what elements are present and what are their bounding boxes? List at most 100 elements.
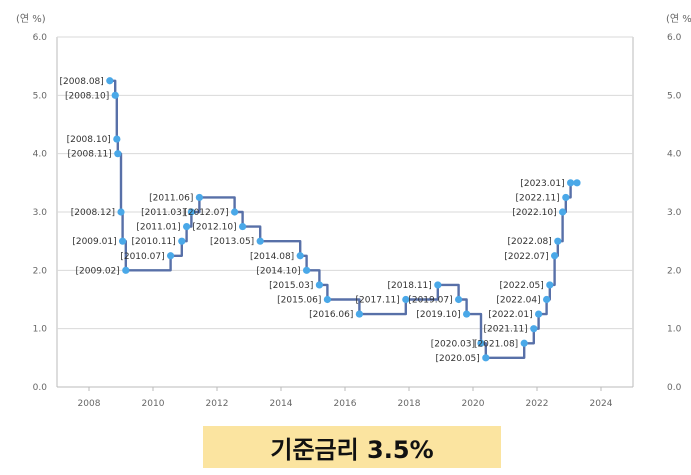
data-label: [2015.03] [269, 281, 313, 291]
y-axis-ticks-right: 0.0 1.0 2.0 3.0 4.0 5.0 6.0 [667, 33, 682, 393]
x-tick-label: 2020 [462, 399, 485, 409]
data-labels: [2008.08] [2008.10] [2008.10] [2008.11] [200… [60, 77, 565, 364]
data-points [106, 77, 581, 362]
y-axis-unit-label-right: (연 %) [666, 13, 691, 25]
data-point [256, 237, 264, 245]
rate-step-line [109, 79, 577, 359]
data-label: [2022.08] [508, 237, 552, 247]
data-point [117, 208, 125, 216]
data-point [463, 310, 471, 318]
data-label: [2008.08] [60, 77, 104, 87]
data-point [239, 222, 247, 231]
y-tick-label-right: 1.0 [667, 325, 682, 335]
data-label: [2009.01] [72, 237, 116, 247]
data-point [315, 281, 323, 289]
data-label: [2014.08] [250, 252, 294, 262]
data-point [303, 266, 311, 274]
data-label: [2022.07] [504, 252, 548, 262]
data-point [187, 208, 195, 216]
data-point [455, 295, 463, 304]
data-point [195, 193, 203, 202]
data-label: [2014.10] [256, 266, 300, 276]
data-point [323, 295, 331, 304]
data-label: [2015.06] [277, 296, 321, 306]
data-point [119, 237, 127, 245]
y-tick-label-right: 0.0 [667, 383, 682, 393]
data-point [122, 266, 130, 274]
data-label: [2022.11] [516, 193, 560, 203]
data-point [106, 77, 114, 85]
data-label: [2022.04] [496, 296, 540, 306]
data-label: [2019.10] [416, 310, 460, 320]
data-label: [2010.11] [132, 237, 176, 247]
data-label: [2019.07] [408, 296, 452, 306]
data-label: [2022.10] [512, 208, 556, 218]
data-point [402, 295, 410, 304]
data-point [113, 135, 121, 143]
data-label: [2008.10] [65, 91, 109, 101]
data-label: [2021.11] [484, 325, 528, 335]
data-point [530, 325, 538, 333]
y-tick-label: 5.0 [33, 91, 48, 101]
x-tick-label: 2022 [526, 399, 549, 409]
data-point [231, 208, 239, 216]
caption-banner: 기준금리 3.5% [203, 426, 501, 468]
data-point [543, 295, 551, 304]
x-tick-label: 2012 [206, 399, 229, 409]
base-rate-chart: (연 %) (연 %) 0.0 1.0 2.0 3.0 4.0 5.0 6.0 0.0 1.0… [16, 13, 691, 409]
y-tick-label: 4.0 [33, 150, 48, 160]
data-point [434, 281, 442, 289]
data-point [554, 237, 562, 245]
y-tick-label: 3.0 [33, 208, 48, 218]
x-tick-label: 2024 [590, 399, 613, 409]
data-label: [2016.06] [309, 310, 353, 320]
data-point [551, 252, 559, 260]
data-label: [2020.05] [436, 354, 480, 364]
data-label: [2017.11] [356, 296, 400, 306]
y-tick-label: 2.0 [33, 266, 48, 276]
y-tick-label-right: 5.0 [667, 91, 682, 101]
data-point [111, 91, 119, 99]
data-point [482, 354, 490, 362]
data-point [567, 179, 575, 187]
data-point [477, 339, 485, 347]
data-point [296, 252, 304, 260]
data-point [562, 193, 570, 202]
data-point [114, 150, 122, 158]
data-label: [2011.01] [136, 223, 180, 233]
data-point [167, 252, 175, 260]
data-label: [2022.05] [500, 281, 544, 291]
data-label: [2011.06] [149, 193, 193, 203]
data-point [355, 310, 363, 318]
data-point [573, 179, 581, 187]
y-tick-label-right: 6.0 [667, 33, 682, 43]
y-tick-label-right: 4.0 [667, 150, 682, 160]
data-label: [2008.12] [71, 208, 115, 218]
x-axis-ticks: 2008 2010 2012 2014 2016 2018 2020 2022 2024 [78, 387, 613, 409]
y-tick-label-right: 2.0 [667, 266, 682, 276]
y-tick-label: 1.0 [33, 325, 48, 335]
y-tick-label: 6.0 [33, 33, 48, 43]
data-point [178, 237, 186, 245]
data-point [535, 310, 543, 318]
data-point [559, 208, 567, 216]
y-axis-unit-label: (연 %) [16, 13, 46, 25]
data-label: [2008.10] [67, 135, 111, 145]
data-point [183, 222, 191, 231]
data-label: [2021.08] [474, 339, 518, 349]
data-label: [2018.11] [388, 281, 432, 291]
data-label: [2012.10] [192, 223, 236, 233]
y-tick-label-right: 3.0 [667, 208, 682, 218]
data-label: [2013.05] [210, 237, 254, 247]
data-point [520, 339, 528, 347]
data-label: [2008.11] [68, 150, 112, 160]
data-label: [2011.03] [141, 208, 185, 218]
data-label: [2023.01] [520, 179, 564, 189]
x-tick-label: 2010 [142, 399, 165, 409]
y-axis-ticks: 0.0 1.0 2.0 3.0 4.0 5.0 6.0 [33, 33, 48, 393]
y-tick-label: 0.0 [33, 383, 48, 393]
x-tick-label: 2008 [78, 399, 101, 409]
x-tick-label: 2016 [334, 399, 357, 409]
data-label: [2020.03] [431, 339, 475, 349]
x-tick-label: 2014 [270, 399, 293, 409]
